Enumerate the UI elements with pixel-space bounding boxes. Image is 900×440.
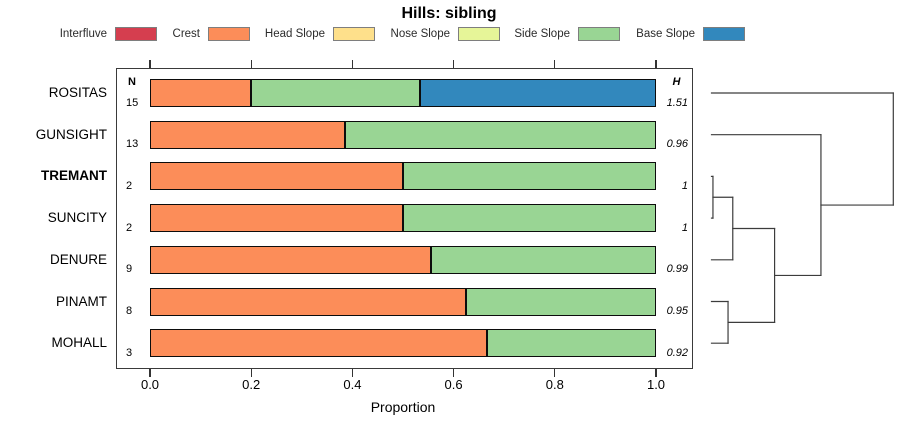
axis-tick-top [453,60,455,68]
legend-item-side-slope: Side Slope [458,26,620,41]
legend-item-crest: Crest [88,26,250,41]
axis-tick-label: 0.2 [242,377,261,392]
axis-tick-label: 0.0 [140,377,160,392]
legend-item-head-slope: Head Slope [213,26,375,41]
legend-label: Nose Slope [390,27,450,40]
n-value: 2 [126,179,133,192]
axis-tick-bottom [149,369,151,377]
row-label-mohall: MOHALL [51,335,107,351]
h-value: 0.92 [666,346,688,359]
row-label-suncity: SUNCITY [47,210,107,226]
row-label-rositas: ROSITAS [48,85,107,100]
axis-tick-bottom [351,369,353,377]
axis-tick-label: 0.8 [545,377,564,392]
plot-area [116,68,693,369]
bar-segment-side-slope [344,120,656,149]
axis-tick-bottom [655,369,657,377]
axis-tick-bottom [554,369,556,377]
row-label-pinamt: PINAMT [55,293,107,309]
n-value: 8 [126,305,133,317]
bar-segment-crest [150,329,488,358]
bar-segment-crest [150,287,467,316]
legend-item-base-slope: Base Slope [583,26,745,41]
bar-segment-crest [150,120,345,149]
bar-segment-side-slope [251,79,420,107]
legend-swatch [703,26,745,41]
h-value: 0.95 [666,305,688,317]
row-label-denure: DENURE [49,251,107,267]
n-value: 15 [126,96,139,109]
row-label-tremant: TREMANT [41,168,107,184]
axis-tick-top [351,60,353,68]
axis-tick-bottom [250,369,252,377]
n-value: 13 [126,138,139,151]
axis-tick-top [655,60,657,68]
legend-swatch [458,26,500,41]
legend-label: Side Slope [514,27,570,40]
bar-segment-crest [150,204,403,233]
bar-segment-side-slope [487,329,656,358]
legend-item-nose-slope: Nose Slope [338,26,500,41]
h-value: 1 [681,179,688,192]
legend-swatch [578,26,620,41]
legend-label: Interfluve [59,27,107,40]
legend-label: Base Slope [636,27,695,40]
h-value: 1 [681,221,688,234]
legend-swatch [333,26,375,41]
h-value: 0.96 [666,138,688,151]
n-value: 9 [126,263,133,276]
row-label-gunsight: GUNSIGHT [35,126,107,142]
bar-segment-base-slope [419,79,656,107]
bar-segment-crest [150,162,403,191]
legend-label: Head Slope [264,27,325,40]
legend-label: Crest [172,27,200,40]
legend-swatch [208,26,250,41]
h-column-header: H [672,76,681,88]
bar-segment-crest [150,79,252,107]
n-value: 2 [126,221,133,234]
chart-title: Hills: sibling [401,5,497,22]
axis-tick-label: 1.0 [646,377,666,392]
bar-segment-side-slope [403,162,656,191]
legend-swatch [115,26,157,41]
axis-tick-label: 0.4 [343,377,362,392]
n-column-header: N [128,76,136,88]
h-value: 0.99 [666,263,688,276]
axis-tick-top [149,60,151,68]
legend-item-interfluve: Interfluve [0,26,157,41]
axis-tick-label: 0.6 [444,377,463,392]
x-axis-label: Proportion [370,399,436,415]
axis-tick-top [554,60,556,68]
axis-tick-bottom [453,369,455,377]
h-value: 1.51 [666,96,688,109]
bar-segment-side-slope [466,287,656,316]
axis-tick-top [250,60,252,68]
bar-segment-side-slope [403,204,656,233]
n-value: 3 [126,346,133,359]
bar-segment-crest [150,245,432,274]
bar-segment-side-slope [431,245,656,274]
